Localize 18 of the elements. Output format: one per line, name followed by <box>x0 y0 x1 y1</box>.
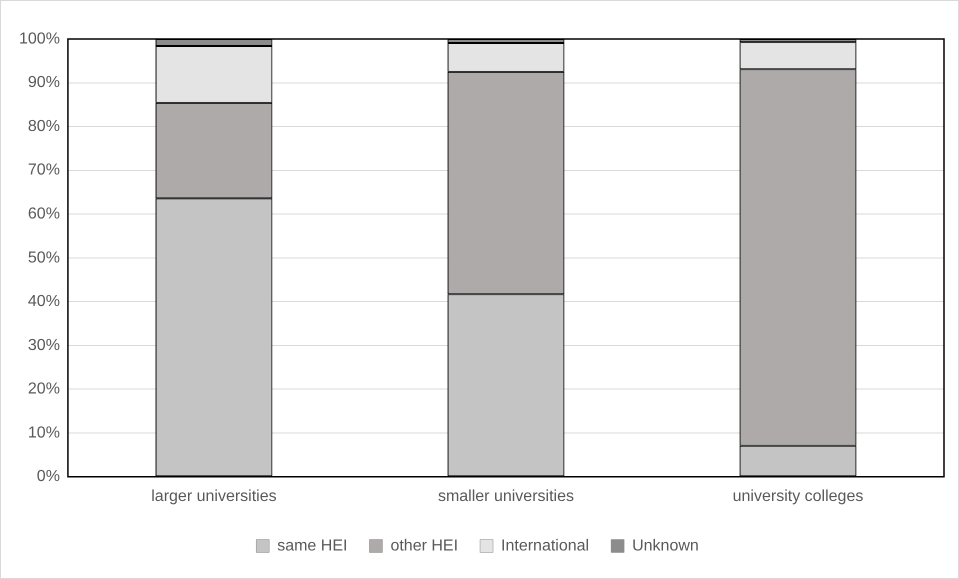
y-tick-label: 40% <box>28 293 60 310</box>
y-tick-label: 20% <box>28 380 60 398</box>
x-tick-label: larger universities <box>151 488 277 505</box>
legend-label: same HEI <box>277 537 348 554</box>
y-tick-label: 90% <box>28 74 60 92</box>
y-tick-label: 0% <box>36 468 60 486</box>
y-tick-label: 60% <box>28 206 60 223</box>
y-tick-label: 100% <box>19 30 60 48</box>
y-tick-label: 10% <box>28 424 60 442</box>
x-tick-label: smaller universities <box>438 488 574 505</box>
x-tick-label: university colleges <box>732 488 864 505</box>
legend-label: other HEI <box>390 537 458 554</box>
y-tick-label: 30% <box>28 336 60 354</box>
y-tick-label: 50% <box>28 249 60 266</box>
y-tick-label: 80% <box>28 118 60 135</box>
legend-label: Unknown <box>632 537 699 554</box>
y-tick-label: 70% <box>28 162 60 179</box>
legend-label: International <box>501 537 590 554</box>
